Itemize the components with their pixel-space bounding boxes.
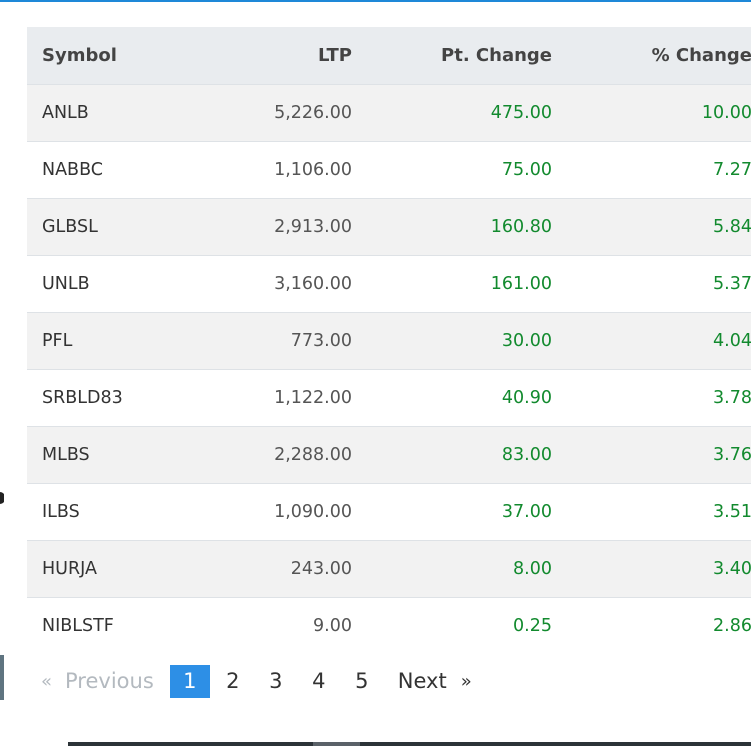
background-edge-mark — [0, 492, 5, 504]
table-header-row: Symbol LTP Pt. Change % Change — [27, 27, 751, 84]
previous-arrow-icon: « — [41, 670, 53, 692]
table-row[interactable]: UNLB 3,160.00 161.00 5.37 — [27, 255, 751, 312]
table-row[interactable]: ILBS 1,090.00 37.00 3.51 — [27, 483, 751, 540]
cell-symbol: GLBSL — [42, 216, 98, 237]
page-button-3[interactable]: 3 — [269, 669, 283, 693]
cell-ltp: 243.00 — [290, 558, 352, 579]
gainers-table: Symbol LTP Pt. Change % Change ANLB 5,226… — [27, 27, 751, 654]
cell-pct-change: 4.04 — [713, 330, 751, 351]
cell-symbol: HURJA — [42, 558, 97, 579]
table-row[interactable]: SRBLD83 1,122.00 40.90 3.78 — [27, 369, 751, 426]
table-row[interactable]: NABBC 1,106.00 75.00 7.27 — [27, 141, 751, 198]
column-header-ltp[interactable]: LTP — [318, 44, 352, 66]
bottom-bar-segment — [313, 742, 360, 746]
top-accent-bar — [0, 0, 751, 2]
cell-symbol: ILBS — [42, 501, 80, 522]
cell-pt-change: 75.00 — [501, 159, 552, 180]
cell-ltp: 2,913.00 — [274, 216, 352, 237]
cell-symbol: SRBLD83 — [42, 387, 123, 408]
background-strip — [0, 655, 4, 700]
cell-ltp: 1,106.00 — [274, 159, 352, 180]
page-button-2[interactable]: 2 — [226, 669, 240, 693]
cell-symbol: ANLB — [42, 102, 89, 123]
cell-ltp: 5,226.00 — [274, 102, 352, 123]
cell-pct-change: 3.76 — [713, 444, 751, 465]
cell-pt-change: 160.80 — [490, 216, 552, 237]
cell-pct-change: 3.51 — [713, 501, 751, 522]
cell-ltp: 9.00 — [313, 615, 352, 636]
cell-pt-change: 83.00 — [501, 444, 552, 465]
table-row[interactable]: HURJA 243.00 8.00 3.40 — [27, 540, 751, 597]
cell-symbol: NIBLSTF — [42, 615, 114, 636]
page-button-5[interactable]: 5 — [355, 669, 369, 693]
table-row[interactable]: ANLB 5,226.00 475.00 10.00 — [27, 84, 751, 141]
cell-ltp: 2,288.00 — [274, 444, 352, 465]
previous-button[interactable]: « Previous — [27, 669, 154, 693]
table-row[interactable]: NIBLSTF 9.00 0.25 2.86 — [27, 597, 751, 654]
pagination: « Previous 1 2 3 4 5 Next » — [27, 664, 472, 698]
cell-pct-change: 3.40 — [713, 558, 751, 579]
cell-pt-change: 0.25 — [513, 615, 552, 636]
cell-symbol: UNLB — [42, 273, 90, 294]
next-label: Next — [397, 669, 447, 693]
cell-pct-change: 7.27 — [713, 159, 751, 180]
cell-symbol: MLBS — [42, 444, 90, 465]
column-header-pt-change[interactable]: Pt. Change — [441, 44, 552, 66]
previous-label: Previous — [65, 669, 154, 693]
cell-pt-change: 161.00 — [490, 273, 552, 294]
column-header-pct-change[interactable]: % Change — [651, 44, 751, 66]
cell-pt-change: 40.90 — [501, 387, 552, 408]
table-row[interactable]: PFL 773.00 30.00 4.04 — [27, 312, 751, 369]
cell-pt-change: 475.00 — [490, 102, 552, 123]
table-row[interactable]: MLBS 2,288.00 83.00 3.76 — [27, 426, 751, 483]
table-row[interactable]: GLBSL 2,913.00 160.80 5.84 — [27, 198, 751, 255]
page-button-1[interactable]: 1 — [169, 664, 210, 698]
top-gainers-panel — [4, 2, 749, 740]
cell-ltp: 1,090.00 — [274, 501, 352, 522]
cell-pct-change: 10.00 — [701, 102, 751, 123]
page-button-4[interactable]: 4 — [312, 669, 326, 693]
cell-symbol: PFL — [42, 330, 73, 351]
column-header-symbol[interactable]: Symbol — [42, 44, 117, 66]
cell-ltp: 1,122.00 — [274, 387, 352, 408]
next-arrow-icon: » — [460, 670, 472, 692]
next-button[interactable]: Next » — [398, 669, 472, 693]
background-bottom-bar — [68, 742, 751, 746]
cell-pt-change: 8.00 — [513, 558, 552, 579]
cell-ltp: 3,160.00 — [274, 273, 352, 294]
cell-symbol: NABBC — [42, 159, 103, 180]
cell-pt-change: 30.00 — [501, 330, 552, 351]
cell-pct-change: 2.86 — [713, 615, 751, 636]
cell-pct-change: 3.78 — [713, 387, 751, 408]
cell-pct-change: 5.84 — [713, 216, 751, 237]
cell-ltp: 773.00 — [290, 330, 352, 351]
cell-pct-change: 5.37 — [713, 273, 751, 294]
cell-pt-change: 37.00 — [501, 501, 552, 522]
